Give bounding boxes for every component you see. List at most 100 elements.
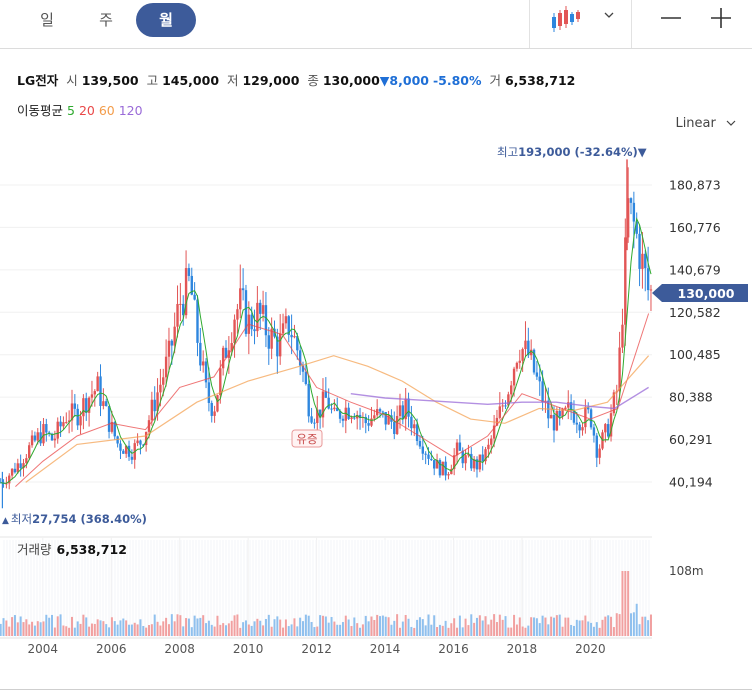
- chevron-down-icon[interactable]: [597, 0, 621, 48]
- volume-bar: [390, 624, 393, 636]
- volume-bar: [373, 619, 376, 636]
- candle-body: [164, 356, 168, 378]
- volume-bar: [216, 615, 219, 636]
- volume-bar: [122, 618, 125, 636]
- candle-body: [221, 347, 225, 369]
- candle-body: [327, 397, 330, 409]
- chart-type-candle-icon[interactable]: [545, 0, 585, 48]
- moving-average-legend[interactable]: 이동평균 5 20 60 120: [17, 100, 143, 119]
- candle-body: [421, 446, 425, 454]
- price-summary: LG전자 시 139,500 고 145,000 저 129,000 종 130…: [17, 70, 575, 89]
- time-tick-label: 2018: [507, 642, 538, 656]
- volume-bar: [350, 626, 353, 636]
- volume-bar: [125, 620, 128, 636]
- tab-day[interactable]: 일: [40, 11, 54, 29]
- zoom-out-icon[interactable]: [656, 0, 686, 48]
- candle-body: [127, 445, 131, 457]
- candle-body: [433, 460, 436, 469]
- volume-bar: [22, 622, 25, 636]
- volume-bar: [48, 617, 51, 636]
- volume-bar: [427, 614, 430, 636]
- bottom-border: [0, 689, 752, 690]
- candle-body: [281, 323, 285, 334]
- candle-body: [492, 425, 496, 439]
- candle-body: [541, 381, 544, 403]
- volume-bar: [302, 621, 305, 636]
- volume-bar: [142, 626, 145, 636]
- volume-bar: [610, 616, 613, 636]
- ma-5-line: [0, 217, 652, 484]
- candle-body: [472, 459, 476, 469]
- candle-body: [552, 414, 556, 431]
- volume-bar: [284, 619, 287, 636]
- candle-body: [190, 275, 193, 295]
- volume-bar: [450, 623, 453, 636]
- candle-body: [561, 409, 564, 417]
- volume-bar: [187, 618, 190, 636]
- candle-body: [455, 442, 459, 456]
- chevron-down-icon: [726, 120, 736, 126]
- volume-bar: [624, 571, 627, 636]
- candle-body: [418, 441, 422, 447]
- all-time-high-annotation: 최고193,000 (-32.64%)▼: [497, 145, 647, 159]
- volume-bar: [133, 622, 136, 636]
- candle-body: [196, 299, 199, 343]
- volume-bar: [592, 626, 595, 636]
- candle-body: [261, 305, 265, 314]
- candle-body: [555, 410, 559, 431]
- candle-body: [159, 384, 162, 393]
- volume-bar: [273, 619, 276, 636]
- volume-bar: [612, 627, 615, 636]
- tab-month[interactable]: 월: [136, 3, 196, 37]
- volume-bar: [635, 603, 638, 636]
- volume-bar: [176, 614, 179, 636]
- volume-bar: [541, 615, 544, 636]
- volume-bar: [139, 619, 142, 636]
- candle-body: [356, 414, 359, 419]
- volume-bar: [99, 620, 102, 636]
- volume-bar: [150, 624, 153, 636]
- candle-body: [572, 410, 576, 423]
- volume-bar: [256, 618, 259, 636]
- volume-bar: [219, 624, 222, 636]
- candle-body: [487, 444, 490, 450]
- volume-bar: [587, 621, 590, 636]
- scale-selector[interactable]: Linear: [675, 116, 738, 131]
- candle-body: [290, 334, 293, 338]
- volume-bar: [316, 626, 319, 636]
- candle-body: [144, 431, 148, 446]
- volume-bar: [282, 627, 285, 636]
- tab-week[interactable]: 주: [99, 11, 113, 29]
- candle-body: [606, 424, 610, 437]
- volume-bar: [550, 616, 553, 636]
- high-label: 고: [146, 73, 159, 88]
- ma-5-label: 5: [67, 103, 75, 118]
- volume-bar: [227, 623, 230, 636]
- candle-body: [253, 329, 256, 332]
- volume-bar: [538, 623, 541, 636]
- candle-body: [350, 417, 353, 419]
- candle-body: [267, 335, 270, 349]
- volume-bar: [210, 624, 213, 636]
- candle-body: [387, 415, 390, 425]
- volume-bar: [487, 624, 490, 636]
- event-marker[interactable]: 유증: [291, 429, 323, 448]
- volume-bar: [347, 619, 350, 636]
- volume-bar: [356, 623, 359, 636]
- candle-body: [87, 397, 91, 413]
- candle-body: [99, 376, 102, 406]
- candle-body: [575, 422, 579, 425]
- volume-bar: [310, 621, 313, 636]
- candle-body: [353, 417, 356, 419]
- candle-body: [324, 391, 328, 398]
- candle-body: [90, 394, 94, 398]
- volume-bar: [524, 627, 527, 636]
- current-price-value: 130,000: [678, 286, 735, 301]
- candle-body: [344, 407, 347, 421]
- candle-body: [393, 421, 396, 435]
- candle-body: [333, 407, 336, 410]
- volume-bar: [336, 624, 339, 636]
- close-label: 종: [307, 73, 319, 88]
- zoom-in-icon[interactable]: [706, 0, 736, 48]
